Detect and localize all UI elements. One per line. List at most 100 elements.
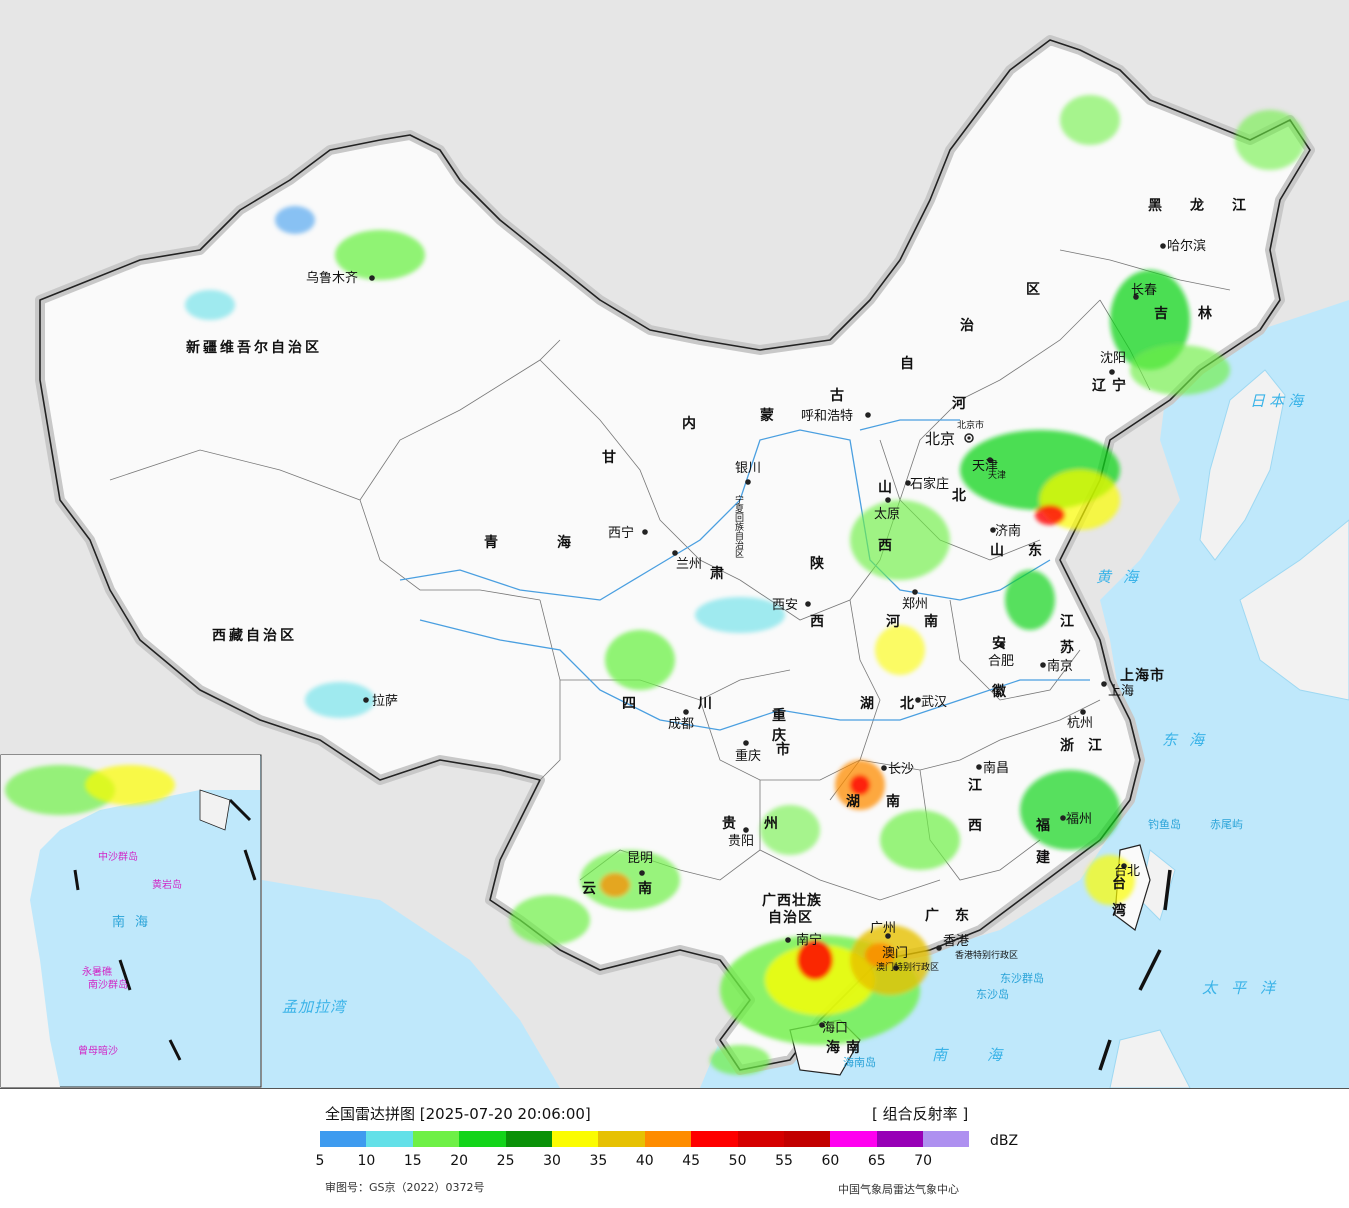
city-xining: 西宁 xyxy=(608,525,634,541)
city-fuzhou: 福州 xyxy=(1066,812,1092,827)
island-chiweiyu: 赤尾屿 xyxy=(1210,818,1243,831)
city-nanjing: 南京 xyxy=(1047,658,1073,674)
legend-tick-label: 45 xyxy=(682,1153,701,1169)
inset-labels: 南海 中沙群岛 黄岩岛 南沙群岛 永暑礁 曾母暗沙 xyxy=(78,850,182,1057)
city-haikou: 海口 xyxy=(822,1021,848,1036)
legend-tick-label: 5 xyxy=(315,1153,325,1169)
city-wuhan: 武汉 xyxy=(921,695,947,710)
city-jinan: 济南 xyxy=(995,523,1021,539)
label-guangdong-1: 广 xyxy=(925,907,942,924)
label-anhui-1: 安 xyxy=(992,635,1009,652)
city-haerbin: 哈尔滨 xyxy=(1167,238,1206,254)
city-changchun: 长春 xyxy=(1131,283,1157,298)
label-hebei-1: 河 xyxy=(952,395,969,412)
island-diaoyudao: 钓鱼岛 xyxy=(1148,817,1181,831)
sea-nanhai: 南海 xyxy=(932,1046,1042,1064)
sea-mengjialawan: 孟加拉湾 xyxy=(282,998,348,1016)
sea-ribenhai: 日本海 xyxy=(1250,392,1307,410)
legend-swatch xyxy=(691,1131,738,1147)
label-taiwan-2: 湾 xyxy=(1112,902,1129,919)
radar-echoes xyxy=(185,95,1305,1075)
city-labels: 乌鲁木齐 拉萨 西宁 兰州 银川 呼和浩特 北京 天津 石家庄 太原 济南 郑州… xyxy=(306,238,1206,1036)
label-jiangxi-1: 江 xyxy=(968,777,985,794)
label-shandong-1: 山 xyxy=(990,543,1007,559)
sea-taipingyang: 太平洋 xyxy=(1202,979,1289,997)
label-ningxia: 宁夏回族自治区 xyxy=(733,494,744,558)
label-beijing-small: 北京市 xyxy=(957,419,984,431)
label-shaanxi-2: 西 xyxy=(810,614,827,630)
label-nmg-5: 治 xyxy=(960,317,977,334)
label-nmg-2: 蒙 xyxy=(760,407,777,424)
label-shanxi-1: 山 xyxy=(878,480,895,496)
label-hubei-1: 湖 xyxy=(860,696,877,712)
city-guangzhou: 广州 xyxy=(870,921,896,936)
city-nanning: 南宁 xyxy=(796,932,822,948)
label-anhui-2: 徽 xyxy=(991,683,1009,700)
city-changsha: 长沙 xyxy=(888,762,914,777)
label-sichuan-2: 川 xyxy=(697,696,715,712)
label-hubei-2: 北 xyxy=(900,696,917,712)
label-nmg-4: 自 xyxy=(900,355,917,372)
legend-panel: 全国雷达拼图 [2025-07-20 20:06:00] [ 组合反射率 ] d… xyxy=(0,1089,1349,1208)
city-taiyuan: 太原 xyxy=(874,507,900,522)
label-henan-2: 南 xyxy=(924,613,941,630)
legend-tick-label: 60 xyxy=(821,1153,840,1169)
label-hebei-2: 北 xyxy=(952,488,969,504)
label-hainan-2: 南 xyxy=(846,1039,863,1056)
label-fujian-2: 建 xyxy=(1036,849,1053,866)
sea-donghai: 东海 xyxy=(1162,731,1216,749)
city-kunming: 昆明 xyxy=(627,851,653,866)
city-beijing: 北京 xyxy=(925,430,955,448)
city-hangzhou: 杭州 xyxy=(1067,716,1093,731)
label-zhejiang-1: 浙 xyxy=(1060,737,1077,754)
map-canvas: 新疆维吾尔自治区 西藏自治区 青 海 甘 肃 内 蒙 古 自 治 区 黑 龙 江… xyxy=(0,35,1349,1088)
map-title: 全国雷达拼图 [2025-07-20 20:06:00] xyxy=(325,1105,591,1123)
legend-tick-label: 30 xyxy=(543,1153,561,1169)
city-shijiazhuang: 石家庄 xyxy=(910,476,949,492)
city-shanghai: 上海 xyxy=(1108,684,1134,699)
label-liaoning-2: 宁 xyxy=(1112,377,1129,394)
label-fujian-1: 福 xyxy=(1035,817,1053,834)
legend-tick-label: 35 xyxy=(589,1153,608,1169)
city-zhengzhou: 郑州 xyxy=(902,597,928,612)
city-chongqing: 重庆 xyxy=(735,748,761,764)
label-guizhou-2: 州 xyxy=(763,816,781,832)
unit-label: dBZ xyxy=(990,1133,1019,1149)
source-credit: 中国气象局雷达气象中心 xyxy=(838,1183,959,1196)
inset-nansha: 南沙群岛 xyxy=(88,978,128,991)
small-region-labels: 宁夏回族自治区 天津 北京市 香港特别行政区 澳门特别行政区 xyxy=(733,419,1018,973)
legend-tick-label: 10 xyxy=(357,1153,376,1169)
island-dongshaqundao: 东沙群岛 xyxy=(1000,971,1044,985)
label-jiangxi-2: 西 xyxy=(968,818,985,834)
label-zhejiang-2: 江 xyxy=(1088,737,1105,754)
review-number: 审图号：GS京（2022）0372号 xyxy=(325,1181,485,1194)
legend-swatch xyxy=(598,1131,645,1147)
legend-swatch xyxy=(320,1131,367,1147)
island-labels: 钓鱼岛 赤尾屿 东沙群岛 东沙岛 海南岛 xyxy=(843,817,1243,1069)
label-guangxi-1: 广西壮族 xyxy=(762,892,822,909)
label-liaoning-1: 辽 xyxy=(1092,378,1109,394)
inset-yongshu: 永暑礁 xyxy=(82,965,112,978)
legend-swatch xyxy=(459,1131,506,1147)
city-nanchang: 南昌 xyxy=(983,760,1009,776)
rivers xyxy=(399,419,1090,731)
label-xinjiang: 新疆维吾尔自治区 xyxy=(186,339,322,356)
city-lasa: 拉萨 xyxy=(372,694,398,709)
product-name: [ 组合反射率 ] xyxy=(872,1105,969,1123)
label-sichuan-1: 四 xyxy=(622,696,639,712)
radar-map[interactable]: 新疆维吾尔自治区 西藏自治区 青 海 甘 肃 内 蒙 古 自 治 区 黑 龙 江… xyxy=(0,0,1349,1089)
label-shandong-2: 东 xyxy=(1028,542,1045,559)
label-shanghai-province: 上海市 xyxy=(1120,667,1165,684)
city-wulumuqi: 乌鲁木齐 xyxy=(306,270,358,286)
label-shaanxi-1: 陕 xyxy=(810,555,827,572)
label-cq-1: 重 xyxy=(772,707,789,724)
south-china-sea-inset xyxy=(0,754,262,1088)
sea-areas xyxy=(262,300,1349,1088)
legend-swatch xyxy=(505,1131,552,1147)
color-scale-ticks: 5 10 15 20 25 30 35 40 45 50 55 60 65 70 xyxy=(300,1153,1000,1173)
legend-tick-label: 15 xyxy=(403,1153,422,1169)
label-jilin-2: 林 xyxy=(1198,305,1215,322)
label-hlj-1: 黑 xyxy=(1148,198,1165,214)
label-nmg-1: 内 xyxy=(682,415,699,432)
label-qinghai-1: 青 xyxy=(484,534,501,551)
